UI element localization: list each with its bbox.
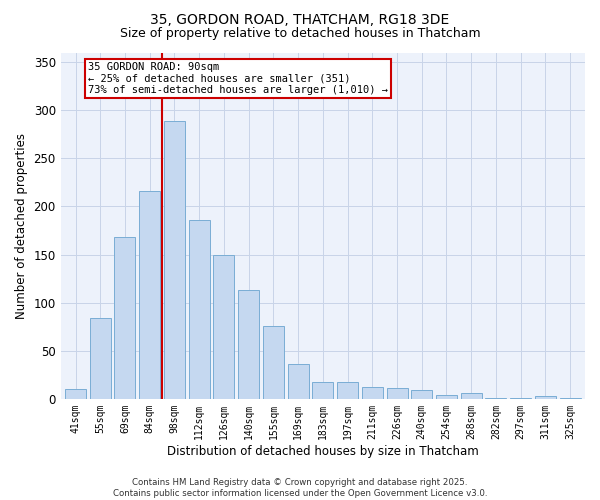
Bar xyxy=(337,382,358,399)
X-axis label: Distribution of detached houses by size in Thatcham: Distribution of detached houses by size … xyxy=(167,444,479,458)
Bar xyxy=(510,398,531,399)
Bar xyxy=(263,326,284,399)
Bar xyxy=(115,237,136,399)
Text: 35 GORDON ROAD: 90sqm
← 25% of detached houses are smaller (351)
73% of semi-det: 35 GORDON ROAD: 90sqm ← 25% of detached … xyxy=(88,62,388,96)
Bar xyxy=(164,121,185,399)
Bar xyxy=(436,395,457,399)
Bar xyxy=(287,364,308,399)
Bar xyxy=(238,290,259,399)
Bar xyxy=(461,393,482,399)
Bar xyxy=(65,389,86,399)
Bar xyxy=(313,382,334,399)
Text: Contains HM Land Registry data © Crown copyright and database right 2025.
Contai: Contains HM Land Registry data © Crown c… xyxy=(113,478,487,498)
Bar xyxy=(386,388,407,399)
Bar xyxy=(560,398,581,399)
Bar xyxy=(90,318,111,399)
Bar xyxy=(362,388,383,399)
Bar xyxy=(411,390,432,399)
Bar xyxy=(188,220,209,399)
Text: 35, GORDON ROAD, THATCHAM, RG18 3DE: 35, GORDON ROAD, THATCHAM, RG18 3DE xyxy=(151,12,449,26)
Bar xyxy=(214,254,235,399)
Bar xyxy=(139,191,160,399)
Text: Size of property relative to detached houses in Thatcham: Size of property relative to detached ho… xyxy=(119,28,481,40)
Bar xyxy=(535,396,556,399)
Y-axis label: Number of detached properties: Number of detached properties xyxy=(15,132,28,318)
Bar xyxy=(485,398,506,399)
